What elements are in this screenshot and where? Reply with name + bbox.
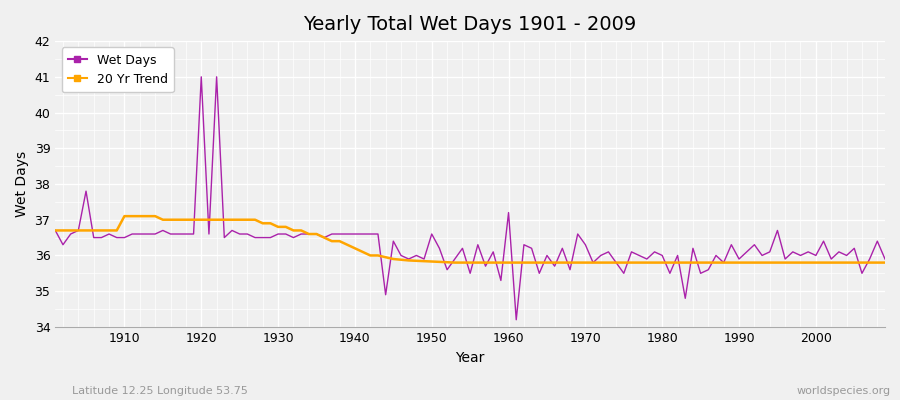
- Title: Yearly Total Wet Days 1901 - 2009: Yearly Total Wet Days 1901 - 2009: [303, 15, 637, 34]
- Text: Latitude 12.25 Longitude 53.75: Latitude 12.25 Longitude 53.75: [72, 386, 248, 396]
- X-axis label: Year: Year: [455, 351, 485, 365]
- Legend: Wet Days, 20 Yr Trend: Wet Days, 20 Yr Trend: [61, 47, 174, 92]
- Y-axis label: Wet Days: Wet Days: [15, 151, 29, 217]
- Text: worldspecies.org: worldspecies.org: [796, 386, 891, 396]
